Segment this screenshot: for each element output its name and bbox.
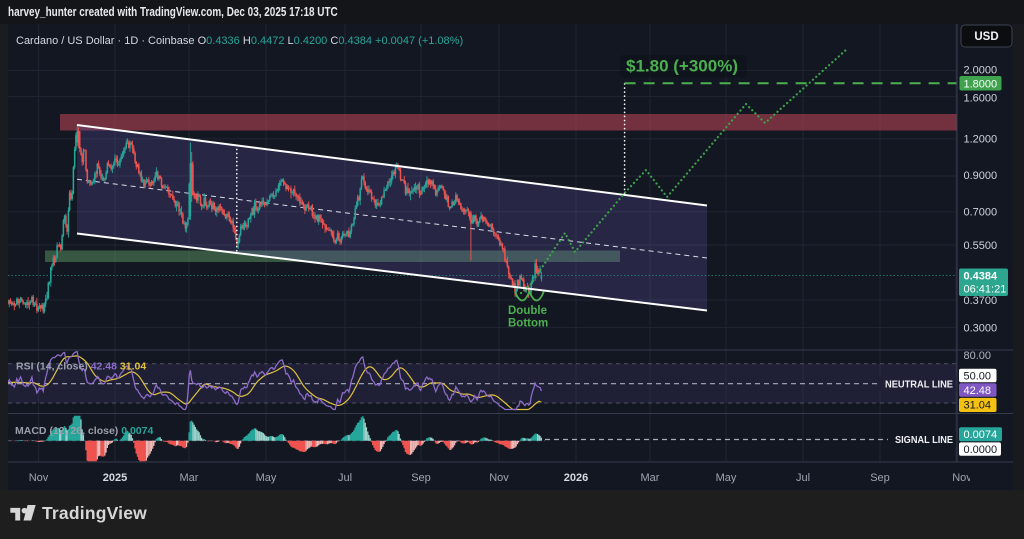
svg-text:Nov: Nov — [952, 472, 972, 484]
svg-text:2026: 2026 — [564, 472, 588, 484]
svg-text:May: May — [716, 472, 737, 484]
svg-text:Bottom: Bottom — [508, 318, 548, 330]
svg-text:$1.80 (+300%): $1.80 (+300%) — [626, 57, 738, 76]
svg-text:Nov: Nov — [489, 472, 509, 484]
svg-text:Sep: Sep — [870, 472, 890, 484]
svg-text:SIGNAL LINE: SIGNAL LINE — [895, 434, 953, 446]
svg-text:Jul: Jul — [338, 472, 352, 484]
svg-text:06:41:21: 06:41:21 — [964, 283, 1007, 295]
svg-text:0.3000: 0.3000 — [964, 323, 998, 335]
svg-text:NEUTRAL LINE: NEUTRAL LINE — [885, 379, 953, 391]
svg-text:1.6000: 1.6000 — [964, 93, 998, 105]
svg-text:0.7000: 0.7000 — [964, 207, 998, 219]
svg-text:0.0074: 0.0074 — [964, 429, 998, 441]
svg-text:0.5500: 0.5500 — [964, 240, 998, 252]
svg-text:Mar: Mar — [641, 472, 660, 484]
svg-text:0.3700: 0.3700 — [964, 295, 998, 307]
svg-text:MACD (12, 26, close) 0.0074: MACD (12, 26, close) 0.0074 — [15, 425, 153, 437]
svg-text:42.48: 42.48 — [964, 385, 992, 397]
svg-text:1.8000: 1.8000 — [964, 78, 998, 90]
svg-text:31.04: 31.04 — [964, 400, 992, 412]
svg-text:Sep: Sep — [411, 472, 431, 484]
svg-text:0.9000: 0.9000 — [964, 170, 998, 182]
svg-text:2025: 2025 — [103, 472, 127, 484]
svg-text:Mar: Mar — [180, 472, 199, 484]
svg-text:80.00: 80.00 — [964, 350, 992, 362]
svg-text:0.4384: 0.4384 — [964, 271, 999, 283]
svg-text:Nov: Nov — [29, 472, 49, 484]
svg-text:Double: Double — [508, 305, 547, 317]
svg-text:Cardano / US Dollar · 1D · Coi: Cardano / US Dollar · 1D · Coinbase O0.4… — [16, 35, 463, 47]
svg-text:0.0000: 0.0000 — [964, 444, 998, 456]
svg-text:May: May — [256, 472, 277, 484]
svg-text:2.0000: 2.0000 — [964, 65, 998, 77]
svg-text:USD: USD — [974, 31, 998, 43]
svg-text:RSI (14, close) 42.48 31.04: RSI (14, close) 42.48 31.04 — [16, 361, 146, 373]
svg-text:1.2000: 1.2000 — [964, 134, 998, 146]
svg-text:50.00: 50.00 — [964, 370, 992, 382]
svg-text:Jul: Jul — [796, 472, 810, 484]
